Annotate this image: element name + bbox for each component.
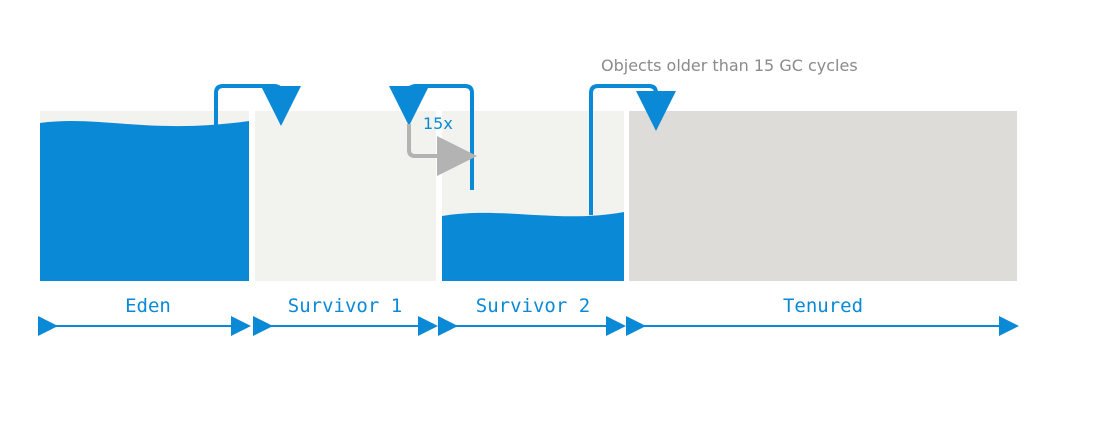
survivor-swap-arrow [389,84,474,190]
tenured-panel [629,111,1017,281]
tenured-label: Tenured [783,295,863,317]
eden-to-survivor-arrow [214,84,301,128]
survivor-2-fill [442,212,624,281]
gray-cycle-arrow [407,124,477,176]
survivor-1-panel [255,111,436,281]
eden-fill [40,121,249,281]
survivor-2-label: Survivor 2 [476,295,590,317]
survivor-1-label: Survivor 1 [288,295,402,317]
survivor-to-tenured-arrow [589,84,676,215]
top-note-text: Objects older than 15 GC cycles [601,56,858,75]
cycles-text: 15x [423,114,453,133]
eden-label: Eden [125,295,171,317]
